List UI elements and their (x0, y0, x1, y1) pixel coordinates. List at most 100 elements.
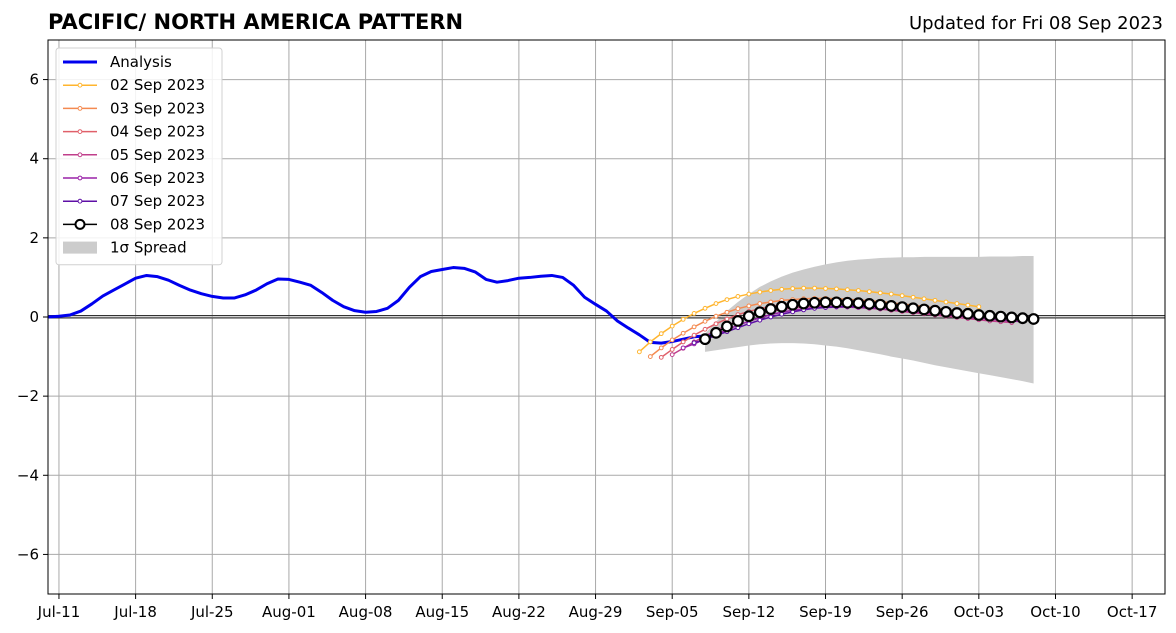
forecast-point (691, 311, 697, 316)
forecast-point (779, 311, 785, 317)
forecast-point (896, 301, 909, 314)
forecast-point (932, 297, 938, 303)
x-tick-label: Aug-01 (262, 603, 316, 621)
chart-subtitle: Updated for Fri 08 Sep 2023 (909, 13, 1163, 34)
forecast-point (702, 318, 708, 324)
analysis-series (47, 266, 717, 345)
forecast-point (669, 337, 675, 343)
forecast-point (721, 320, 733, 333)
forecast-point (943, 299, 949, 305)
forecast-point (669, 352, 675, 357)
forecast-point (680, 339, 686, 345)
y-tick-label: −4 (17, 466, 39, 484)
forecast-point (885, 300, 898, 312)
legend-label: 02 Sep 2023 (110, 76, 205, 94)
forecast-point (658, 354, 664, 360)
forecast-point (647, 339, 653, 345)
forecast-point (910, 294, 916, 300)
y-tick-label: −6 (17, 545, 39, 563)
forecast-point (764, 303, 777, 315)
x-tick-label: Aug-15 (415, 603, 469, 621)
legend-marker (77, 152, 83, 158)
forecast-point (724, 309, 730, 315)
chart-title: PACIFIC/ NORTH AMERICA PATTERN (48, 10, 463, 34)
forecast-point (786, 298, 799, 311)
x-tick-label: Jul-25 (190, 603, 234, 621)
forecast-point (753, 306, 766, 319)
forecast-point (724, 297, 730, 302)
forecast-point (713, 301, 719, 306)
legend-label: 05 Sep 2023 (110, 146, 205, 164)
forecast-point (965, 302, 971, 308)
forecast-point (994, 310, 1007, 323)
legend-entry: 07 Sep 2023 (63, 192, 205, 210)
y-tick-label: 0 (29, 308, 39, 326)
forecast-point (863, 298, 876, 310)
legend-marker (74, 218, 86, 230)
x-tick-label: Jul-11 (37, 603, 81, 621)
forecast-point (658, 345, 664, 351)
forecast-point (757, 317, 763, 323)
legend-marker (77, 198, 83, 204)
forecast-point (658, 331, 664, 337)
forecast-2023-09-08 (699, 296, 1040, 346)
forecast-point (757, 301, 763, 306)
forecast-point (702, 326, 708, 332)
y-tick-label: 4 (29, 150, 39, 168)
x-tick-label: Sep-19 (799, 603, 852, 621)
forecast-point (775, 300, 788, 313)
forecast-point (680, 345, 686, 351)
forecast-point (680, 330, 686, 336)
legend-box (55, 47, 223, 266)
legend-marker (77, 82, 83, 88)
axes: Jul-11 Jul-18 Jul-25 Aug-01 Aug-08 Aug-15 Aug-… (17, 39, 1166, 621)
legend-marker (77, 129, 83, 135)
forecast-point (888, 291, 894, 297)
legend: Analysis 02 Sep 2023 03 Sep 2023 04 Sep 202… (55, 47, 223, 266)
forecast-point (921, 296, 927, 302)
x-tick-label: Oct-17 (1107, 603, 1157, 621)
legend-marker (77, 175, 83, 181)
legend-label: 07 Sep 2023 (110, 192, 205, 210)
spread-band-layer (705, 256, 1034, 384)
forecast-point (669, 323, 675, 329)
forecast-point (976, 304, 982, 310)
x-tick-label: Aug-08 (339, 603, 393, 621)
forecast-point (742, 310, 755, 323)
spread-band (705, 256, 1034, 384)
forecast-point (823, 286, 828, 291)
forecast-point (929, 304, 941, 317)
forecast-point (724, 316, 730, 322)
forecast-point (713, 313, 719, 319)
forecast-point (691, 332, 697, 338)
forecast-point (812, 285, 817, 291)
x-tick-label: Sep-26 (876, 603, 929, 621)
forecast-point (779, 286, 785, 292)
forecast-point (702, 305, 708, 311)
legend-label: 08 Sep 2023 (110, 215, 205, 233)
forecast-point (940, 305, 952, 318)
forecast-point (907, 302, 920, 315)
forecast-point (808, 296, 821, 309)
forecast-point (768, 314, 774, 320)
y-tick-label: 2 (29, 229, 39, 247)
analysis-line (47, 266, 717, 345)
forecast-point (797, 297, 810, 310)
x-tick-label: Aug-29 (569, 603, 623, 621)
legend-swatch (63, 241, 97, 254)
forecast-point (845, 287, 850, 293)
forecast-point (713, 321, 719, 327)
forecast-point (691, 340, 697, 346)
forecast-point (732, 315, 744, 327)
forecast-series (636, 285, 1040, 360)
forecast-point (877, 290, 883, 296)
forecast-point (983, 309, 996, 322)
legend-label: 04 Sep 2023 (110, 123, 205, 141)
forecast-point (918, 303, 930, 316)
forecast-point (852, 297, 865, 310)
forecast-point (801, 285, 807, 291)
forecast-point (757, 289, 763, 295)
forecast-point (699, 333, 711, 346)
forecast-point (874, 298, 887, 311)
